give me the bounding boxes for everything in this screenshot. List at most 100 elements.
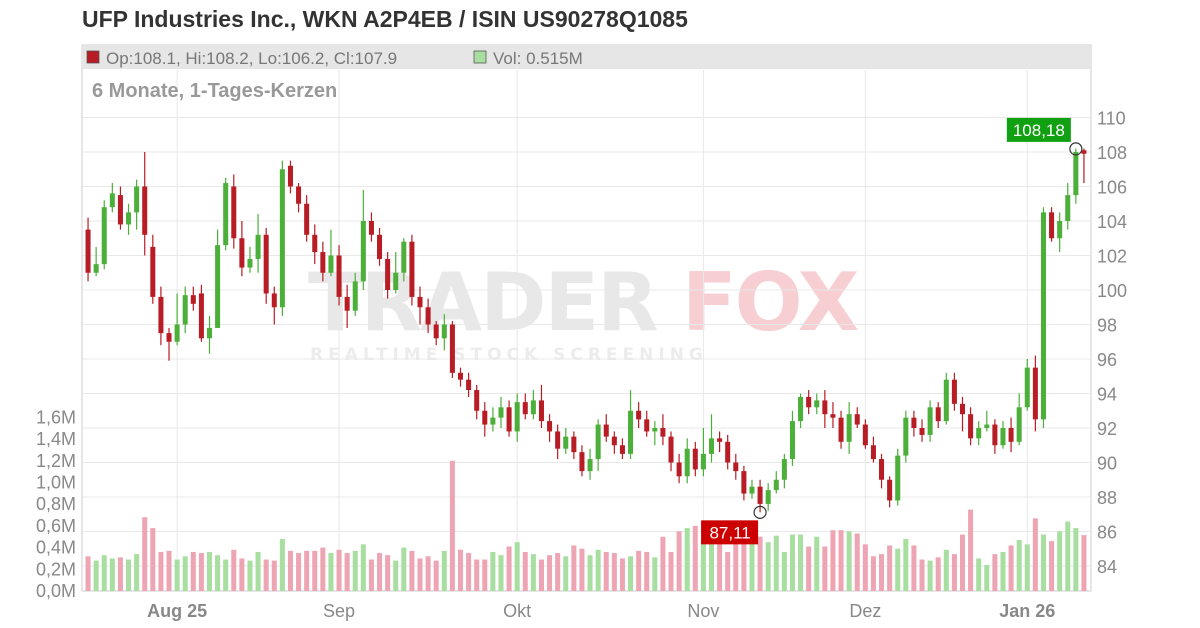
- volume-bar: [652, 557, 658, 591]
- volume-bar: [352, 550, 358, 591]
- volume-bar: [1049, 541, 1055, 591]
- volume-bar: [741, 540, 747, 591]
- candle-body: [287, 165, 293, 187]
- volume-bar: [1057, 531, 1063, 591]
- candle-body: [1040, 212, 1046, 420]
- candle-body: [636, 410, 642, 420]
- volume-bar: [441, 550, 447, 591]
- candle-body: [563, 436, 569, 449]
- candle-body: [1016, 407, 1022, 442]
- volume-bar: [822, 546, 828, 591]
- candle-body: [166, 333, 172, 342]
- candle-body: [255, 234, 261, 259]
- volume-bar: [158, 551, 164, 591]
- volume-bar: [1073, 528, 1079, 591]
- candle-body: [360, 221, 366, 282]
- volume-bar: [644, 551, 650, 591]
- candle-body: [328, 255, 334, 273]
- volume-bar: [126, 559, 132, 591]
- candle-body: [482, 410, 488, 425]
- watermark-brand-right: FOX: [682, 256, 859, 349]
- volume-bar: [943, 549, 949, 591]
- candle-body: [1008, 428, 1014, 442]
- candle-body: [109, 193, 115, 208]
- volume-bar: [862, 544, 868, 591]
- volume-bar: [482, 559, 488, 591]
- volume-swatch: [473, 50, 487, 64]
- volume-bar: [174, 559, 180, 591]
- price-tick-label: 84: [1097, 557, 1117, 577]
- candle-body: [838, 417, 844, 442]
- candle-body: [215, 245, 221, 328]
- volume-bar: [911, 545, 917, 591]
- volume-bar: [830, 530, 836, 591]
- candle-body: [943, 379, 949, 422]
- candle-body: [619, 445, 625, 454]
- volume-bar: [895, 548, 901, 591]
- volume-bar: [1040, 534, 1046, 591]
- volume-bar: [628, 556, 634, 591]
- candle-body: [457, 372, 464, 380]
- volume-bar: [223, 559, 229, 591]
- candle-body: [1049, 212, 1055, 239]
- volume-bar: [887, 545, 893, 591]
- watermark-brand-left: TRADER: [308, 256, 657, 349]
- volume-bar: [717, 534, 723, 591]
- volume-tick-label: 1,4M: [36, 429, 76, 449]
- candle-body: [417, 296, 423, 308]
- volume-bar: [425, 556, 431, 591]
- candle-body: [749, 486, 755, 494]
- candle-body: [628, 410, 634, 454]
- volume-bar: [1032, 518, 1038, 591]
- candle-body: [320, 252, 326, 273]
- volume-tick-label: 0,6M: [36, 516, 76, 536]
- volume-bar: [951, 554, 957, 591]
- candle-body: [822, 400, 828, 415]
- candle-body: [352, 281, 358, 311]
- candle-body: [296, 186, 302, 204]
- candle-body: [409, 241, 415, 297]
- volume-bars: [85, 460, 1087, 591]
- candle-body: [757, 486, 763, 504]
- candle-body: [935, 407, 941, 422]
- price-tick-label: 98: [1097, 316, 1117, 336]
- high-label-box: [1006, 117, 1071, 142]
- volume-bar: [1000, 551, 1006, 591]
- volume-bar: [109, 558, 115, 591]
- candle-body: [951, 379, 957, 404]
- candle-body: [271, 293, 277, 308]
- candle-body: [652, 428, 658, 432]
- low-label-box: [701, 520, 759, 545]
- candle-body: [490, 417, 496, 425]
- time-tick-label: Jan 26: [999, 601, 1055, 621]
- volume-bar: [1024, 544, 1030, 591]
- volume-bar: [700, 541, 706, 591]
- time-tick-label: Dez: [849, 601, 881, 621]
- volume-bar: [166, 550, 172, 591]
- volume-bar: [968, 509, 974, 591]
- candle-body: [741, 471, 747, 494]
- watermark: TRADER FOX REALTIME STOCK SCREENING: [308, 256, 861, 365]
- candle-body: [117, 195, 123, 225]
- volume-bar: [417, 558, 423, 591]
- candle-body: [1024, 367, 1030, 408]
- price-tick-label: 94: [1097, 385, 1117, 405]
- price-tick-label: 104: [1097, 212, 1127, 232]
- volume-bar: [263, 559, 269, 591]
- low-label: 87,11: [709, 523, 750, 542]
- candle-body: [182, 295, 188, 325]
- candle-body: [231, 186, 237, 239]
- candle-body: [862, 424, 868, 446]
- candle-body: [522, 402, 528, 415]
- candle-body: [1057, 221, 1063, 239]
- candle-body: [158, 296, 164, 334]
- volume-bar: [1008, 545, 1014, 591]
- candle-body: [498, 407, 504, 418]
- volume-bar: [579, 548, 585, 591]
- volume-bar: [992, 554, 998, 591]
- time-tick-label: Okt: [503, 601, 531, 621]
- volume-bar: [296, 553, 302, 591]
- volume-bar: [555, 553, 561, 591]
- price-tick-label: 92: [1097, 419, 1117, 439]
